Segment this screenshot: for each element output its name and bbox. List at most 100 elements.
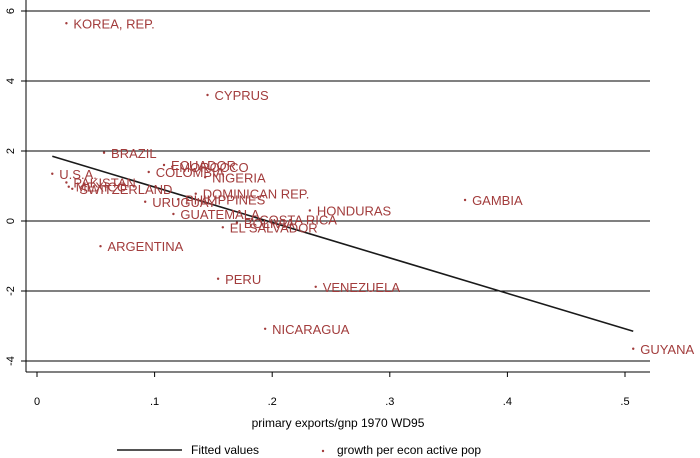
data-point: PAKISTAN	[65, 176, 136, 191]
point-marker	[194, 192, 197, 195]
data-point: COSTA RICA	[251, 212, 337, 227]
point-label: ECUADOR	[171, 158, 236, 173]
point-marker	[67, 185, 70, 188]
point-label: URUGUAY	[152, 195, 216, 210]
data-point: GAMBIA	[463, 193, 523, 208]
point-label: NICARAGUA	[272, 322, 350, 337]
data-point: BRAZIL	[102, 146, 157, 161]
point-marker	[147, 170, 150, 174]
legend-label: Fitted values	[191, 443, 259, 457]
point-marker	[102, 151, 106, 154]
point-label: PHILIPPINES	[185, 192, 266, 207]
point-marker	[314, 285, 317, 288]
point-label: GUYANA	[640, 342, 694, 357]
grid-lines	[26, 10, 650, 362]
point-label: COSTA RICA	[259, 212, 337, 227]
point-marker	[172, 212, 175, 216]
point-label: GUATEMALA	[180, 207, 260, 222]
scatter-series: KOREA, REP. CYPRUS BRAZIL ECUADORMOROCCOCOL…	[51, 16, 694, 357]
data-point: URUGUAY	[143, 195, 217, 210]
data-point: NIGERIA	[203, 170, 266, 185]
fitted-line	[52, 155, 634, 333]
point-marker	[143, 200, 147, 203]
x-tick-label: .3	[385, 396, 394, 408]
data-point: EL SALVADOR	[221, 220, 318, 235]
point-marker	[71, 187, 74, 190]
point-marker	[176, 198, 180, 201]
data-point: MOROCCO	[171, 160, 249, 175]
data-point: GUYANA	[632, 342, 694, 357]
point-label: NIGERIA	[212, 170, 266, 185]
point-marker	[51, 172, 54, 175]
point-label: COLOMBIA	[156, 165, 225, 180]
data-point: COLOMBIA	[147, 165, 225, 180]
legend-item: Fitted values	[117, 443, 259, 457]
x-tick-label: 0	[34, 396, 40, 408]
point-label: MEXICO	[76, 180, 127, 195]
point-label: KOREA, REP.	[73, 16, 154, 31]
point-marker	[65, 181, 68, 184]
y-tick-label: 4	[5, 78, 17, 84]
point-marker	[251, 218, 254, 221]
point-label: MOROCCO	[179, 160, 248, 175]
point-label: DOMINICAN REP.	[203, 187, 310, 202]
y-tick-label: -2	[5, 286, 17, 296]
data-point: DOMINICAN REP.	[194, 187, 310, 202]
point-label: CYPRUS	[215, 88, 270, 103]
y-tick-label: 2	[5, 148, 17, 154]
data-point: NICARAGUA	[263, 322, 350, 337]
point-marker	[463, 198, 467, 202]
point-marker	[206, 93, 209, 97]
data-point: MEXICO	[67, 180, 127, 195]
point-label: ARGENTINA	[108, 239, 184, 254]
legend-item: growth per econ active pop	[321, 443, 481, 457]
point-marker	[65, 22, 68, 25]
data-point: ARGENTINA	[99, 239, 184, 254]
point-label: PAKISTAN	[73, 176, 135, 191]
data-point: GUATEMALA	[172, 207, 260, 222]
data-point: CYPRUS	[206, 88, 269, 103]
fitted-line-series	[52, 155, 634, 333]
point-marker	[216, 277, 220, 280]
point-label: GAMBIA	[472, 193, 523, 208]
point-marker	[632, 347, 635, 350]
point-marker	[171, 165, 174, 168]
data-point: PHILIPPINES	[176, 192, 266, 207]
data-point: U.S.A.	[51, 167, 97, 182]
point-label: SWITZERLAND	[79, 182, 172, 197]
data-point: VENEZUELA	[314, 280, 401, 295]
point-marker	[235, 221, 239, 224]
point-label: BOLIVIA	[244, 216, 295, 231]
data-point: PERU	[216, 272, 261, 287]
point-marker	[221, 226, 225, 229]
point-label: PERU	[225, 272, 261, 287]
data-point: BOLIVIA	[235, 216, 295, 231]
x-tick-label: .2	[268, 396, 277, 408]
x-axis-title: primary exports/gnp 1970 WD95	[252, 416, 425, 430]
x-axis: 0 .1 .2 .3 .4 .5	[34, 372, 630, 408]
point-label: EL SALVADOR	[230, 220, 318, 235]
point-label: U.S.A.	[59, 167, 97, 182]
point-label: BRAZIL	[111, 146, 157, 161]
data-point: KOREA, REP.	[65, 16, 155, 31]
y-tick-label: 6	[5, 8, 17, 14]
y-axis: -4 -2 0 2 4 6	[5, 8, 26, 366]
y-tick-label: -4	[5, 356, 17, 366]
legend-label: growth per econ active pop	[337, 443, 481, 457]
point-marker	[308, 209, 312, 212]
data-point: HONDURAS	[308, 204, 392, 219]
point-marker	[203, 176, 207, 179]
x-tick-label: .1	[150, 396, 159, 408]
legend: Fitted values growth per econ active pop	[117, 443, 481, 457]
point-label: VENEZUELA	[323, 280, 401, 295]
data-point: SWITZERLAND	[71, 182, 172, 197]
x-tick-label: .4	[503, 396, 512, 408]
legend-dot-swatch	[321, 449, 325, 453]
point-marker	[162, 163, 166, 167]
point-label: HONDURAS	[317, 204, 392, 219]
data-point: ECUADOR	[162, 158, 236, 173]
point-marker	[99, 245, 102, 248]
point-marker	[263, 327, 267, 330]
y-tick-label: 0	[5, 218, 17, 224]
